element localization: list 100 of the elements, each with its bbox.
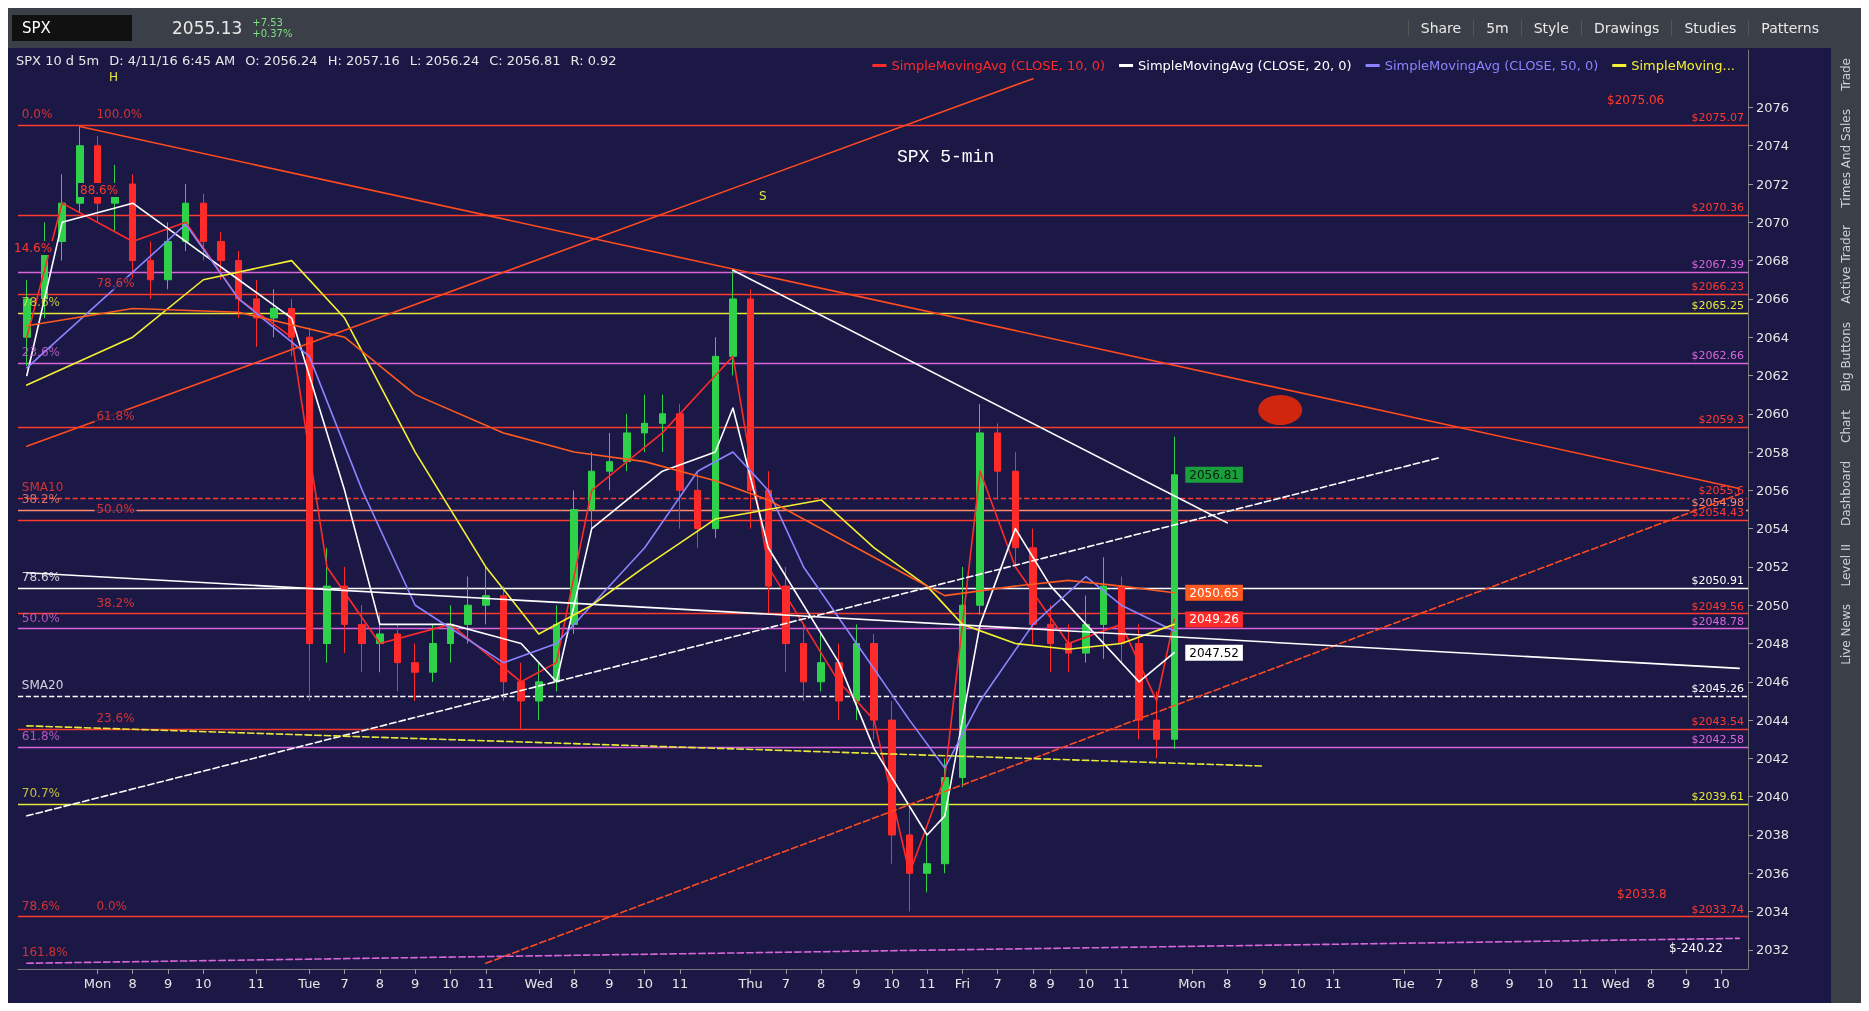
annotation: H: 2057.16 xyxy=(327,53,400,68)
annotation: $2033.8 xyxy=(1615,887,1669,901)
x-tick-label: Wed xyxy=(1601,976,1630,991)
x-tick-label: 10 xyxy=(195,976,212,991)
annotation: 50.0% xyxy=(21,610,60,625)
text: 5m xyxy=(1473,20,1521,36)
data-label: 2049.26 xyxy=(1189,612,1239,627)
x-tick-label: 8 xyxy=(1223,976,1232,991)
y-tick-label: 2058 xyxy=(1756,444,1790,460)
legend-label: SimpleMovingAvg (CLOSE, 20, 0) xyxy=(1138,58,1352,73)
x-tick-label: 7 xyxy=(781,976,791,991)
legend-label: SimpleMovingAvg (CLOSE, 50, 0) xyxy=(1384,58,1599,73)
ref-line-label: $2048.78 xyxy=(1691,614,1744,628)
y-tick-label: 2074 xyxy=(1756,138,1790,154)
x-tick-label: Tue xyxy=(1391,976,1415,991)
text: Big Buttons xyxy=(1839,322,1853,392)
text: +7.53 xyxy=(252,17,284,28)
x-tick-label: 11 xyxy=(248,976,265,991)
annotation: SMA20 xyxy=(21,677,64,692)
annotation: L: 2056.24 xyxy=(409,53,480,68)
x-tick-label: 10 xyxy=(883,976,901,991)
ref-line-label: $2065.25 xyxy=(1691,299,1744,313)
x-tick-label: 11 xyxy=(1324,976,1342,991)
x-tick-label: 8 xyxy=(128,976,137,991)
legend-label: SimpleMovingAvg (CLOSE, 10, 0) xyxy=(891,58,1106,73)
y-tick-label: 2068 xyxy=(1756,253,1790,269)
x-tick-label: 9 xyxy=(605,976,614,991)
y-tick-label: 2040 xyxy=(1756,789,1790,805)
ref-line-label: $2050.91 xyxy=(1691,573,1744,587)
text: +0.37% xyxy=(252,28,293,39)
x-tick-label: 9 xyxy=(411,976,420,991)
x-tick-label: 9 xyxy=(852,976,861,991)
text: Trade xyxy=(1839,58,1853,91)
x-tick-label: 11 xyxy=(1572,976,1589,991)
y-tick-label: 2062 xyxy=(1756,367,1790,383)
ref-line-label: $2039.61 xyxy=(1691,790,1744,804)
y-tick-label: 2042 xyxy=(1756,750,1790,766)
text: Studies xyxy=(1671,20,1749,36)
y-tick-label: 2048 xyxy=(1756,636,1790,652)
text: Style xyxy=(1520,20,1581,36)
y-tick-label: 2052 xyxy=(1756,559,1790,575)
text: Times And Sales xyxy=(1839,108,1853,208)
y-tick-label: 2050 xyxy=(1756,597,1790,613)
annotation: O: 2056.24 xyxy=(245,53,318,68)
x-tick-label: 9 xyxy=(1505,976,1514,991)
ref-line-label: $2054.43 xyxy=(1691,506,1744,520)
ref-line-label: $2059.3 xyxy=(1698,413,1744,427)
y-tick-label: 2076 xyxy=(1756,99,1790,115)
ref-line-label: $2049.56 xyxy=(1691,599,1744,613)
x-tick-label: 8 xyxy=(1646,976,1656,991)
text: SPX xyxy=(12,15,132,41)
y-tick-label: 2038 xyxy=(1756,827,1790,843)
x-tick-label: 9 xyxy=(1046,976,1055,991)
x-tick-label: 11 xyxy=(1113,976,1130,991)
annotation: $2075.06 xyxy=(1605,93,1667,107)
y-tick-label: 2054 xyxy=(1756,521,1790,537)
text: Active Trader xyxy=(1839,225,1853,305)
ref-line-label: $2075.07 xyxy=(1691,111,1744,125)
x-tick-label: 11 xyxy=(477,976,495,991)
ref-line-label: $2055.6 xyxy=(1698,484,1744,498)
text: Level II xyxy=(1839,543,1853,587)
annotation: 70.7% xyxy=(21,786,60,801)
x-tick-label: Mon xyxy=(1178,976,1206,991)
y-tick-label: 2044 xyxy=(1756,712,1790,728)
annotation: R: 0.92 xyxy=(570,53,617,68)
annotation: C: 2056.81 xyxy=(489,53,561,68)
x-tick-label: 8 xyxy=(1470,976,1479,991)
text: Share xyxy=(1407,20,1474,36)
data-label: 2047.52 xyxy=(1189,645,1239,660)
x-tick-label: Tue xyxy=(297,976,321,991)
annotation: SPX 10 d 5m xyxy=(16,53,100,68)
text: Dashboard xyxy=(1839,460,1853,526)
y-tick-label: 2064 xyxy=(1756,329,1790,345)
x-tick-label: 8 xyxy=(817,976,826,991)
x-tick-label: 7 xyxy=(340,976,349,991)
y-tick-label: 2034 xyxy=(1756,904,1790,920)
annotation: S xyxy=(757,189,769,203)
annotation: 0.0% xyxy=(21,107,53,122)
ref-line-label: $2045.26 xyxy=(1691,681,1744,695)
ref-line-label: $2042.58 xyxy=(1691,733,1744,747)
annotation: 50.0% xyxy=(96,502,135,517)
ref-line-label: $2033.74 xyxy=(1691,902,1744,916)
annotation: SMA10 xyxy=(21,480,64,495)
annotation: 61.8% xyxy=(21,729,60,744)
text: Chart xyxy=(1839,409,1853,443)
annotation: 100.0% xyxy=(96,107,143,122)
y-tick-label: 2056 xyxy=(1756,482,1790,498)
x-tick-label: 9 xyxy=(1682,976,1691,991)
text: SPX 5-min xyxy=(897,147,995,167)
y-tick-label: 2036 xyxy=(1756,865,1790,881)
y-tick-label: 2070 xyxy=(1756,214,1790,230)
text: 2056.81 xyxy=(1189,467,1239,482)
data-label: 2050.65 xyxy=(1189,585,1239,600)
legend-label: SimpleMoving... xyxy=(1631,58,1736,73)
annotation: 78.6% xyxy=(21,569,60,584)
annotation: 78.6% xyxy=(96,276,135,291)
annotation: 23.6% xyxy=(96,710,135,725)
x-tick-label: Fri xyxy=(954,976,971,991)
x-tick-label: 8 xyxy=(569,976,579,991)
y-tick-label: 2032 xyxy=(1756,942,1790,958)
